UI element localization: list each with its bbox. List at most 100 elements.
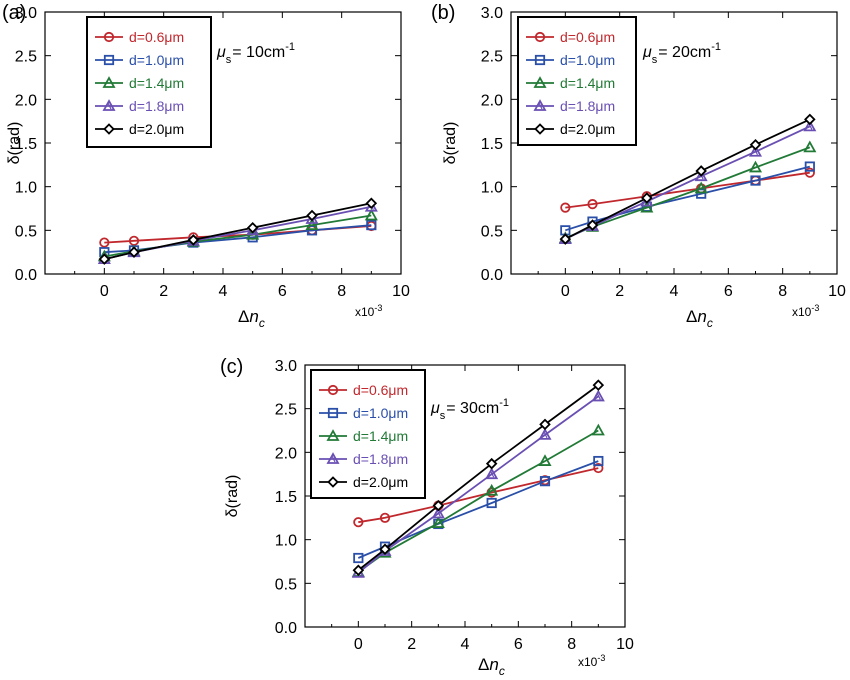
x-multiplier: x10-3 [355, 303, 382, 319]
data-point [485, 467, 499, 480]
legend-marker [103, 31, 115, 43]
series-line [564, 118, 811, 240]
legend-label: d=1.4μm [560, 75, 615, 91]
legend: d=0.6μm d=1.0μm d=1.4μm d=1.8μm d=2.0μm [517, 16, 637, 146]
x-tick-label: 6 [514, 636, 523, 653]
legend-marker [327, 476, 339, 488]
data-point [538, 454, 552, 466]
data-point [593, 455, 604, 467]
mu-s-annotation: μs= 30cm-1 [430, 397, 509, 422]
legend-label: d=1.8μm [129, 98, 184, 114]
data-point [431, 516, 445, 528]
x-tick-label: 2 [159, 283, 168, 300]
data-point [591, 423, 605, 436]
data-point [352, 564, 365, 577]
panel-label: (a) [2, 2, 26, 24]
data-point [306, 209, 318, 222]
legend-item: d=0.6μm [526, 29, 615, 45]
y-tick-label: 1.0 [481, 180, 503, 197]
legend-item: d=1.4μm [526, 75, 615, 91]
chart-panel-b: 0 2 4 6 8 10 0.0 0.5 1.0 1.5 2.0 2.5 3.0 d=0.6μm d=1.0… [431, 2, 846, 330]
data-point [586, 219, 599, 231]
legend-box [517, 16, 637, 146]
data-point [432, 499, 445, 512]
legend-label: d=1.0μm [560, 52, 615, 68]
panel-label: (b) [431, 2, 455, 24]
data-point [592, 379, 605, 391]
series-5 [559, 113, 816, 245]
y-tick-label: 2.0 [481, 92, 503, 109]
mu-s-annotation: μs= 10cm-1 [216, 41, 295, 66]
data-point [804, 167, 815, 178]
legend-label: d=1.8μm [353, 451, 408, 467]
data-point [559, 233, 572, 245]
legend-item: d=2.0μm [319, 474, 408, 490]
x-tick-label: 10 [828, 283, 846, 300]
legend-box [310, 369, 426, 499]
series-line [104, 224, 372, 254]
data-point [485, 457, 498, 470]
legend-marker [103, 54, 115, 66]
series-line [104, 205, 372, 261]
data-point [587, 199, 598, 210]
series-1 [560, 167, 815, 213]
data-point [365, 197, 378, 210]
data-point [749, 138, 762, 151]
x-tick-label: 4 [461, 636, 470, 653]
data-point [538, 428, 552, 440]
series-line [104, 202, 372, 261]
legend-marker [326, 429, 340, 441]
y-tick-label: 2.5 [15, 49, 37, 66]
x-tick-label: 8 [567, 636, 576, 653]
x-multiplier: x10-3 [578, 653, 605, 669]
data-point [696, 188, 707, 199]
y-tick-label: 0.5 [15, 223, 37, 240]
legend-item: d=1.8μm [319, 451, 408, 467]
y-tick-label: 0.0 [275, 620, 297, 637]
legend-marker [533, 76, 547, 88]
legend-marker [533, 99, 547, 111]
legend-marker [102, 99, 116, 111]
legend-item: d=1.8μm [526, 98, 615, 114]
data-point [486, 497, 497, 509]
legend-item: d=1.8μm [95, 98, 184, 114]
data-point [640, 200, 654, 213]
data-point [641, 192, 653, 204]
series-1 [99, 220, 377, 248]
y-tick-label: 0.5 [275, 576, 297, 593]
y-tick-label: 2.5 [275, 402, 297, 419]
legend-marker [326, 452, 340, 464]
series-line [357, 384, 599, 571]
y-axis-label: δ(rad) [6, 122, 23, 165]
data-point [187, 234, 200, 246]
data-point [366, 219, 377, 231]
legend-label: d=1.4μm [353, 428, 408, 444]
legend-marker [534, 123, 546, 135]
x-tick-label: 0 [561, 283, 570, 300]
legend-label: d=0.6μm [129, 29, 184, 45]
legend-marker [534, 31, 546, 43]
data-point [128, 246, 140, 258]
series-5 [98, 197, 378, 265]
y-tick-label: 1.5 [15, 136, 37, 153]
mu-s-annotation: μs= 20cm-1 [642, 41, 721, 66]
panel-label: (c) [220, 356, 243, 378]
y-axis-label: δ(rad) [224, 475, 241, 518]
legend-item: d=1.4μm [95, 75, 184, 91]
x-tick-label: 6 [724, 283, 733, 300]
y-tick-label: 2.0 [275, 445, 297, 462]
data-point [353, 552, 364, 564]
legend-item: d=2.0μm [526, 121, 615, 137]
data-point [364, 208, 378, 221]
data-point [306, 225, 318, 236]
legend-label: d=2.0μm [129, 121, 184, 137]
data-point [485, 483, 499, 496]
legend: d=0.6μm d=1.0μm d=1.4μm d=1.8μm d=2.0μm [86, 16, 212, 148]
legend-item: d=0.6μm [319, 382, 408, 398]
data-point [431, 506, 445, 519]
series-3 [558, 140, 817, 244]
x-tick-label: 2 [615, 283, 624, 300]
legend: d=0.6μm d=1.0μm d=1.4μm d=1.8μm d=2.0μm [310, 369, 426, 499]
y-tick-label: 0.0 [15, 267, 37, 284]
